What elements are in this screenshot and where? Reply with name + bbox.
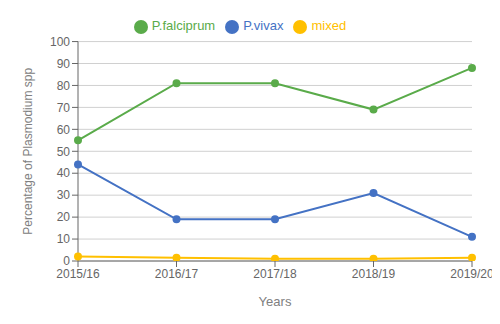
svg-text:2016/17: 2016/17 bbox=[155, 267, 199, 281]
svg-text:30: 30 bbox=[57, 188, 71, 202]
svg-text:Years: Years bbox=[259, 294, 292, 309]
html-text:P.vivax: P.vivax bbox=[243, 18, 284, 33]
svg-text:Percentage of Plasmodium spp: Percentage of Plasmodium spp bbox=[21, 68, 35, 235]
svg-text:50: 50 bbox=[57, 145, 71, 159]
svg-text:20: 20 bbox=[57, 210, 71, 224]
svg-text:40: 40 bbox=[57, 166, 71, 180]
svg-text:80: 80 bbox=[57, 79, 71, 93]
svg-text:2018/19: 2018/19 bbox=[352, 267, 396, 281]
svg-text:2015/16: 2015/16 bbox=[56, 267, 100, 281]
svg-text:2019/20: 2019/20 bbox=[450, 267, 492, 281]
svg-text:10: 10 bbox=[57, 232, 71, 246]
html-text:mixed: mixed bbox=[311, 18, 347, 33]
svg-text:2017/18: 2017/18 bbox=[253, 267, 297, 281]
svg-text:100: 100 bbox=[50, 35, 70, 49]
svg-text:70: 70 bbox=[57, 101, 71, 115]
svg-text:90: 90 bbox=[57, 57, 71, 71]
svg-text:0: 0 bbox=[63, 254, 70, 268]
svg-text:60: 60 bbox=[57, 123, 71, 137]
html-text:P.falciprum: P.falciprum bbox=[151, 18, 216, 33]
